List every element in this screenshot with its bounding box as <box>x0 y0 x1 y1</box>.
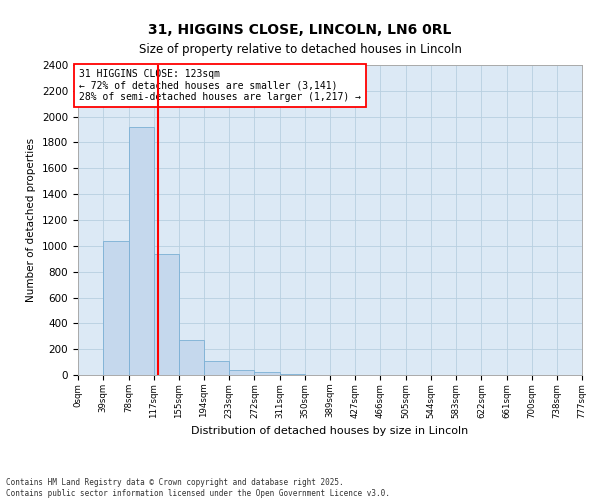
Text: Size of property relative to detached houses in Lincoln: Size of property relative to detached ho… <box>139 42 461 56</box>
Bar <box>154 254 179 375</box>
Bar <box>280 374 305 375</box>
Bar <box>229 370 254 375</box>
Text: 31, HIGGINS CLOSE, LINCOLN, LN6 0RL: 31, HIGGINS CLOSE, LINCOLN, LN6 0RL <box>148 22 452 36</box>
Bar <box>179 340 204 375</box>
Bar <box>103 240 128 375</box>
X-axis label: Distribution of detached houses by size in Lincoln: Distribution of detached houses by size … <box>191 426 469 436</box>
Bar <box>128 127 154 375</box>
Bar <box>204 361 229 375</box>
Text: Contains HM Land Registry data © Crown copyright and database right 2025.
Contai: Contains HM Land Registry data © Crown c… <box>6 478 390 498</box>
Text: 31 HIGGINS CLOSE: 123sqm
← 72% of detached houses are smaller (3,141)
28% of sem: 31 HIGGINS CLOSE: 123sqm ← 72% of detach… <box>79 69 361 102</box>
Bar <box>254 372 280 375</box>
Y-axis label: Number of detached properties: Number of detached properties <box>26 138 37 302</box>
